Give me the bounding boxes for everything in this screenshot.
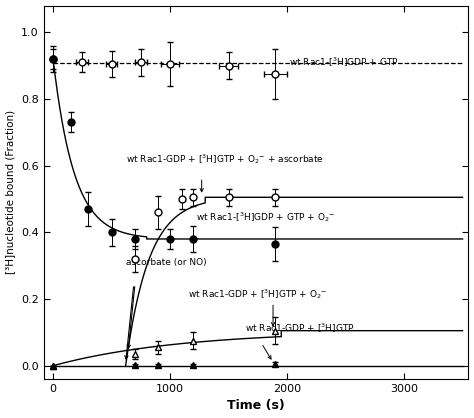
X-axis label: Time (s): Time (s) [227, 400, 285, 413]
Text: ascorbate (or NO): ascorbate (or NO) [126, 258, 206, 267]
Text: wt Rac1-GDP + [$^3$H]GTP + O$_2$$^{-}$ + ascorbate: wt Rac1-GDP + [$^3$H]GTP + O$_2$$^{-}$ +… [126, 152, 323, 166]
Text: wt Rac1-GDP + [$^3$H]GTP: wt Rac1-GDP + [$^3$H]GTP [245, 321, 355, 334]
Text: wt Rac1-[$^3$H]GDP + GTP + O$_2$$^{-}$: wt Rac1-[$^3$H]GDP + GTP + O$_2$$^{-}$ [196, 210, 335, 224]
Text: wt Rac1-[$^3$H]GDP + GTP: wt Rac1-[$^3$H]GDP + GTP [290, 56, 399, 69]
Y-axis label: [³H]nucleotide bound (Fraction): [³H]nucleotide bound (Fraction) [6, 110, 16, 274]
Text: wt Rac1-GDP + [$^3$H]GTP + O$_2$$^{-}$: wt Rac1-GDP + [$^3$H]GTP + O$_2$$^{-}$ [188, 287, 327, 301]
